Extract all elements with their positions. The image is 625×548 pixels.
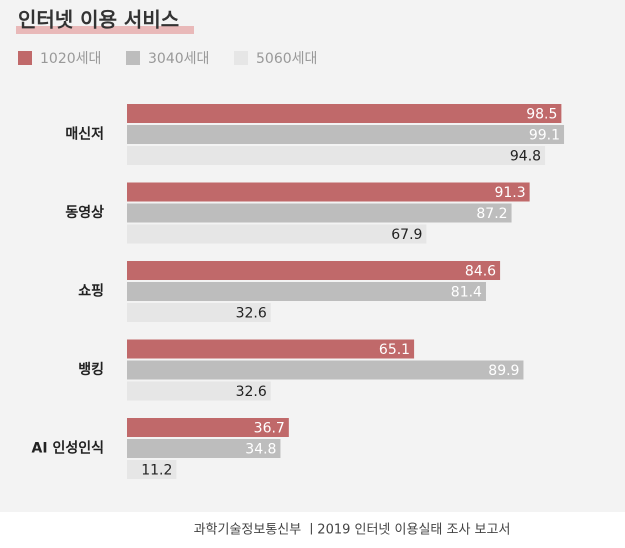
bar [127, 261, 501, 280]
title-highlight [16, 26, 194, 34]
value-label: 34.8 [245, 442, 276, 458]
legend-label: 3040세대 [148, 51, 209, 67]
value-label: 84.6 [465, 264, 496, 280]
value-label: 36.7 [254, 421, 285, 437]
value-label: 81.4 [451, 285, 482, 301]
bar [127, 418, 289, 437]
chart-title: 인터넷 이용 서비스 [18, 8, 179, 32]
bar [127, 303, 271, 322]
bar [127, 203, 512, 223]
value-label: 65.1 [379, 342, 410, 358]
category-label: 매신저 [65, 127, 104, 143]
source: 과학기술정보통신부 ㅣ2019 인터넷 이용실태 조사 보고서 [194, 523, 511, 538]
category-label: 쇼핑 [78, 283, 104, 300]
legend-swatch [234, 51, 248, 65]
category-label: 동영상 [65, 204, 104, 221]
bar [127, 381, 271, 401]
value-label: 99.1 [529, 128, 560, 144]
bar [127, 460, 177, 479]
chart-background [0, 0, 625, 512]
bar [127, 224, 427, 244]
bar [127, 439, 281, 458]
value-label: 91.3 [494, 185, 525, 201]
bar [127, 104, 562, 123]
legend-swatch [126, 51, 140, 65]
category-label: AI 인성인식 [32, 440, 104, 457]
value-label: 32.6 [236, 306, 267, 322]
bar [127, 125, 565, 144]
category-label: 뱅킹 [78, 361, 104, 378]
value-label: 11.2 [141, 463, 172, 479]
bar [127, 360, 524, 380]
value-label: 87.2 [476, 206, 507, 222]
bar [127, 339, 415, 359]
legend-label: 5060세대 [256, 51, 317, 67]
bar [127, 282, 486, 301]
value-label: 32.6 [236, 384, 267, 400]
bar [127, 146, 546, 165]
value-label: 94.8 [510, 149, 541, 165]
legend-swatch [18, 51, 32, 65]
bar [127, 182, 530, 202]
value-label: 67.9 [391, 227, 422, 243]
value-label: 89.9 [488, 363, 519, 379]
value-label: 98.5 [526, 107, 557, 123]
legend-label: 1020세대 [40, 51, 101, 67]
